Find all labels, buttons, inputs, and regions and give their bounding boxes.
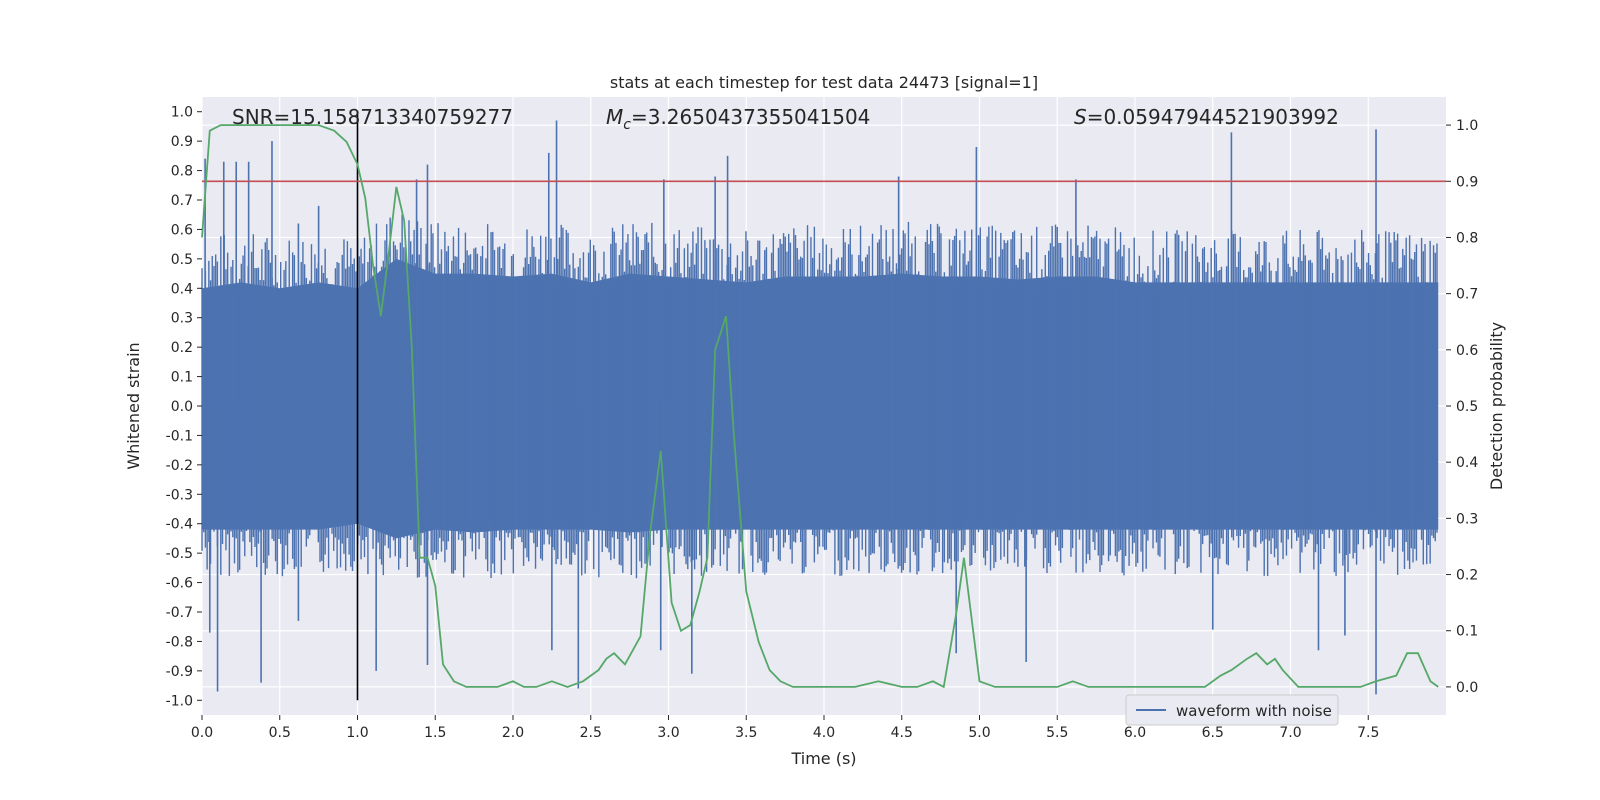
y-left-tick-label: 0.9 bbox=[171, 134, 193, 150]
y-left-tick-label: -0.5 bbox=[166, 546, 193, 562]
y-right-axis-ticks: 1.0 0.9 0.8 0.7 0.6 0.5 0.4 0.3 0.2 0.1 0.0 bbox=[1446, 118, 1478, 696]
y-left-axis-label: Whitened strain bbox=[124, 342, 143, 469]
y-left-tick-label: -0.3 bbox=[166, 487, 193, 503]
y-left-tick-label: 0.1 bbox=[171, 370, 193, 386]
snr-annotation: SNR=15.158713340759277 bbox=[232, 105, 513, 129]
x-axis-label: Time (s) bbox=[790, 749, 856, 768]
x-tick-label: 2.5 bbox=[580, 725, 602, 741]
x-tick-label: 0.0 bbox=[191, 725, 213, 741]
y-left-tick-label: 0.4 bbox=[171, 281, 193, 297]
y-left-tick-label: 0.6 bbox=[171, 222, 193, 238]
y-right-tick-label: 0.7 bbox=[1456, 287, 1478, 303]
x-tick-label: 4.5 bbox=[891, 725, 913, 741]
chirp-mass-annotation: Mc=3.2650437355041504 bbox=[606, 105, 870, 133]
y-right-tick-label: 0.8 bbox=[1456, 230, 1478, 246]
y-right-tick-label: 0.0 bbox=[1456, 680, 1478, 696]
y-right-axis-label: Detection probability bbox=[1487, 322, 1506, 490]
y-right-tick-label: 0.5 bbox=[1456, 399, 1478, 415]
x-axis-ticks: 0.0 0.5 1.0 1.5 2.0 2.5 3.0 3.5 4.0 4.5 5.0 5.5 6.0 6… bbox=[191, 715, 1379, 741]
x-tick-label: 4.0 bbox=[813, 725, 835, 741]
y-right-tick-label: 0.2 bbox=[1456, 568, 1478, 584]
y-left-tick-label: 0.8 bbox=[171, 164, 193, 180]
y-left-axis-ticks: 1.0 0.9 0.8 0.7 0.6 0.5 0.4 0.3 0.2 0.1 0.0 -0.1 -0.… bbox=[166, 105, 202, 709]
y-left-tick-label: -1.0 bbox=[166, 693, 193, 709]
y-right-tick-label: 0.4 bbox=[1456, 455, 1478, 471]
chart-title: stats at each timestep for test data 244… bbox=[610, 73, 1038, 92]
y-left-tick-label: -0.6 bbox=[166, 576, 193, 592]
legend-label: waveform with noise bbox=[1176, 702, 1332, 720]
y-left-tick-label: 0.7 bbox=[171, 193, 193, 209]
x-tick-label: 5.0 bbox=[968, 725, 990, 741]
x-tick-label: 5.5 bbox=[1046, 725, 1068, 741]
y-left-tick-label: 0.3 bbox=[171, 311, 193, 327]
x-tick-label: 6.5 bbox=[1202, 725, 1224, 741]
legend: waveform with noise bbox=[1125, 694, 1339, 726]
legend-box bbox=[1125, 694, 1339, 726]
x-tick-label: 3.5 bbox=[735, 725, 757, 741]
y-right-tick-label: 0.1 bbox=[1456, 624, 1478, 640]
y-right-tick-label: 0.9 bbox=[1456, 174, 1478, 190]
s-annotation: S=0.05947944521903992 bbox=[1074, 105, 1339, 129]
y-left-tick-label: -0.8 bbox=[166, 634, 193, 650]
y-left-tick-label: -0.4 bbox=[166, 517, 193, 533]
y-left-tick-label: -0.9 bbox=[166, 664, 193, 680]
y-right-tick-label: 0.6 bbox=[1456, 343, 1478, 359]
x-tick-label: 7.0 bbox=[1279, 725, 1301, 741]
detection-probability-line bbox=[201, 124, 1439, 689]
y-left-tick-label: 0.5 bbox=[171, 252, 193, 268]
y-left-tick-label: 0.0 bbox=[171, 399, 193, 415]
x-tick-label: 3.0 bbox=[657, 725, 679, 741]
y-left-tick-label: 0.2 bbox=[171, 340, 193, 356]
y-right-tick-label: 1.0 bbox=[1456, 118, 1478, 134]
x-tick-label: 2.0 bbox=[502, 725, 524, 741]
x-tick-label: 0.5 bbox=[269, 725, 291, 741]
x-tick-label: 1.0 bbox=[346, 725, 368, 741]
x-tick-label: 6.0 bbox=[1124, 725, 1146, 741]
y-right-tick-label: 0.3 bbox=[1456, 511, 1478, 527]
y-left-tick-label: 1.0 bbox=[171, 105, 193, 121]
y-left-tick-label: -0.2 bbox=[166, 458, 193, 474]
y-left-tick-label: -0.1 bbox=[166, 428, 193, 444]
x-tick-label: 7.5 bbox=[1357, 725, 1379, 741]
x-tick-label: 1.5 bbox=[424, 725, 446, 741]
y-left-tick-label: -0.7 bbox=[166, 605, 193, 621]
